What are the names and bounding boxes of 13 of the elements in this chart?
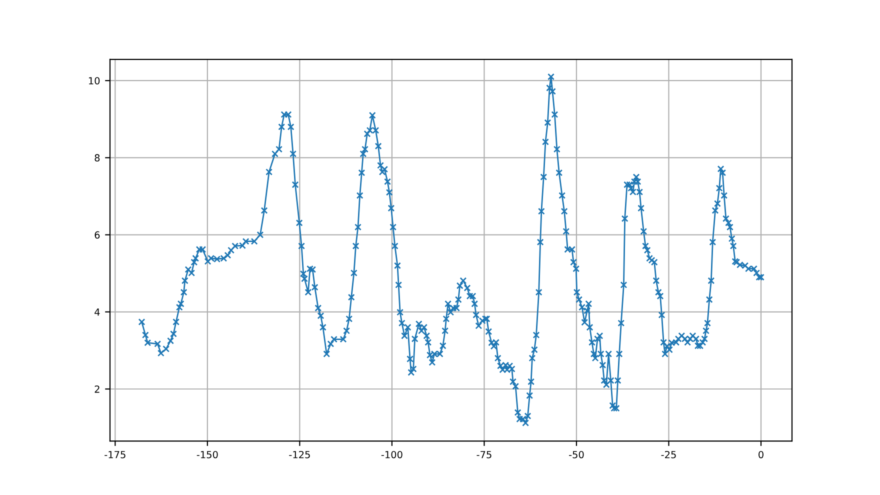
x-tick-label: -25	[661, 450, 676, 458]
y-tick-label: 10	[88, 77, 100, 84]
y-tick-label: 4	[94, 308, 100, 316]
x-tick-label: -75	[476, 451, 492, 458]
x-tick-label: -175	[104, 451, 126, 458]
x-tick-label: -150	[196, 450, 218, 458]
y-tick-label: 6	[94, 231, 100, 239]
x-tick-label: 0	[758, 450, 764, 458]
x-tick-label: -50	[569, 450, 584, 458]
x-tick-label: -125	[289, 450, 310, 458]
y-tick-label: 8	[94, 154, 100, 162]
x-tick-label: -100	[381, 450, 402, 458]
y-tick-label: 2	[94, 385, 100, 393]
